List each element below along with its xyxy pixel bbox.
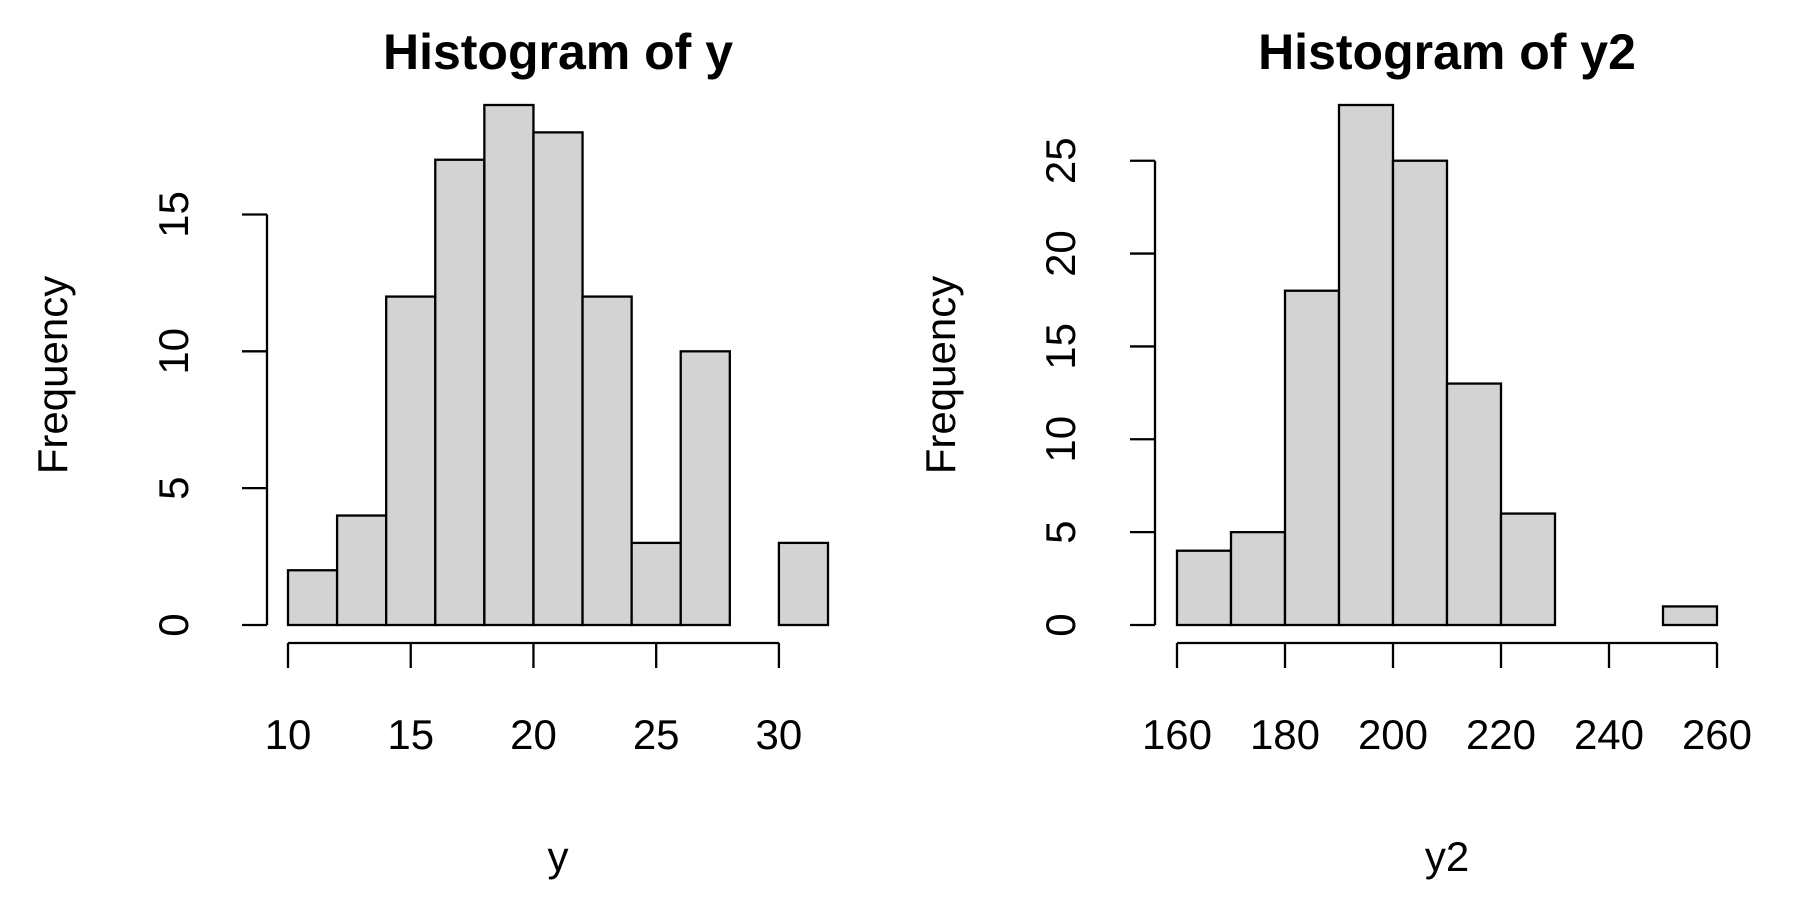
y-axis-label: Frequency — [917, 276, 964, 474]
y-tick-label: 15 — [1037, 323, 1084, 370]
x-axis-label: y — [548, 833, 569, 880]
y-tick-label: 0 — [150, 613, 197, 636]
y-tick-label: 0 — [1037, 613, 1084, 636]
histogram-bar — [1391, 159, 1449, 627]
y-tick-label: 15 — [150, 191, 197, 238]
x-tick-label: 160 — [1142, 711, 1212, 758]
x-tick-label: 10 — [265, 711, 312, 758]
chart-title: Histogram of y2 — [1258, 24, 1636, 80]
histogram-bar — [1283, 289, 1341, 627]
chart-title: Histogram of y — [383, 24, 733, 80]
histogram-bar — [1661, 605, 1719, 627]
histogram-bar — [483, 103, 535, 627]
histogram-bar — [1445, 382, 1503, 627]
histogram-bar — [581, 295, 633, 627]
x-tick-label: 20 — [510, 711, 557, 758]
x-tick-label: 15 — [387, 711, 434, 758]
histogram-bar — [630, 541, 682, 627]
y-tick-label: 20 — [1037, 230, 1084, 277]
histogram-bar — [1337, 103, 1395, 627]
x-tick-label: 25 — [633, 711, 680, 758]
y-tick-label: 5 — [1037, 520, 1084, 543]
y-tick-label: 10 — [150, 328, 197, 375]
x-tick-label: 180 — [1250, 711, 1320, 758]
x-tick-label: 260 — [1682, 711, 1752, 758]
x-tick-label: 30 — [756, 711, 803, 758]
y-tick-label: 25 — [1037, 137, 1084, 184]
histogram-bar — [1229, 530, 1287, 627]
histogram-bar — [777, 541, 830, 627]
histogram-bar — [335, 514, 388, 627]
x-tick-label: 240 — [1574, 711, 1644, 758]
x-tick-label: 200 — [1358, 711, 1428, 758]
x-tick-label: 220 — [1466, 711, 1536, 758]
y-axis-label: Frequency — [29, 276, 76, 474]
histogram-bar — [532, 131, 584, 627]
histogram-bar — [1175, 549, 1233, 627]
histogram-bar — [434, 158, 486, 627]
y-tick-label: 5 — [150, 476, 197, 499]
histogram-bar — [385, 295, 437, 627]
x-axis-label: y2 — [1425, 833, 1469, 880]
y-tick-label: 10 — [1037, 416, 1084, 463]
histogram-bar — [1499, 512, 1557, 627]
histogram-bar — [679, 350, 731, 627]
histogram-bar — [286, 569, 339, 627]
